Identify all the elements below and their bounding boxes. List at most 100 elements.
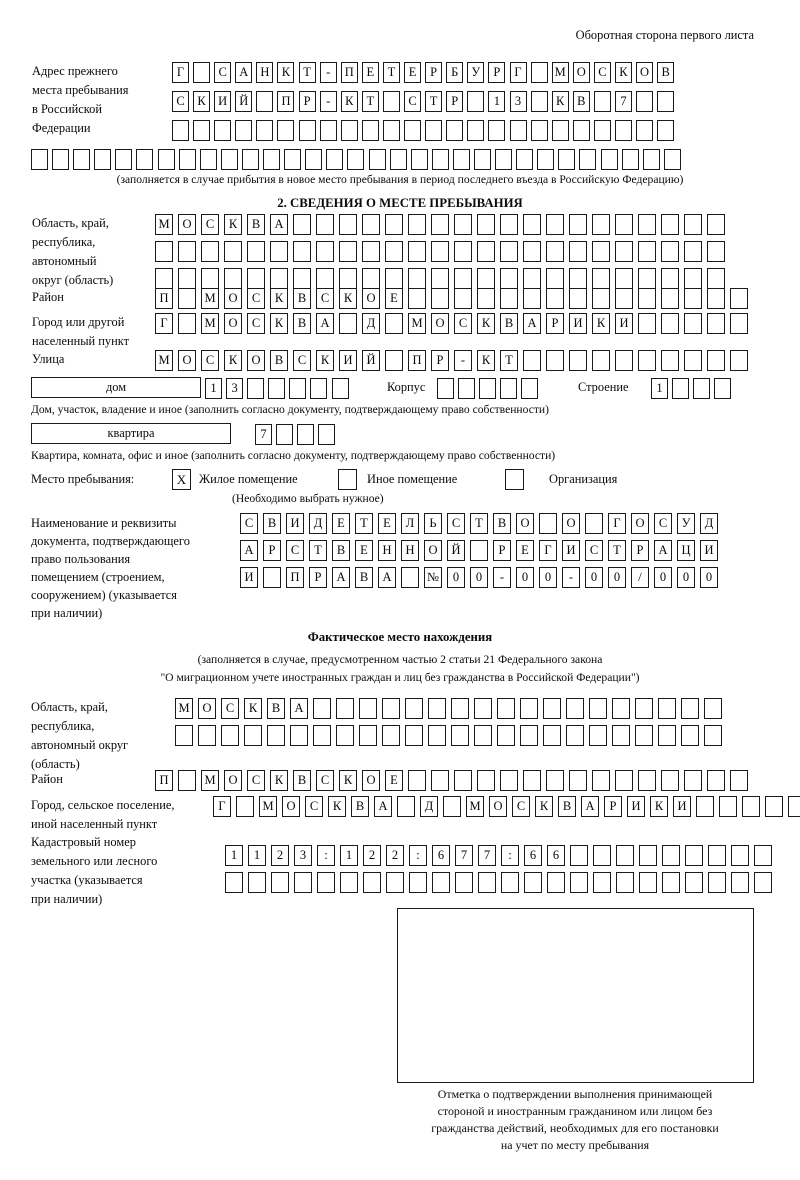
prev-address-1-cell-4[interactable]: Н [256, 62, 274, 83]
actual-district-cell-10[interactable]: Е [385, 770, 403, 791]
document-2-cell-14[interactable]: И [562, 540, 580, 561]
section2-street-cell-7[interactable]: К [316, 350, 334, 371]
actual-district-cell-14[interactable] [477, 770, 495, 791]
actual-region-1-cell-15[interactable] [520, 698, 538, 719]
prev-address-1-cell-2[interactable]: С [214, 62, 232, 83]
section2-city-cell-14[interactable]: К [477, 313, 495, 334]
document-1-cell-14[interactable]: О [562, 513, 580, 534]
stroenie-cell-1[interactable] [672, 378, 690, 399]
actual-region-1-cell-16[interactable] [543, 698, 561, 719]
actual-region-2-cell-22[interactable] [681, 725, 699, 746]
prev-address-4-cell-10[interactable] [241, 149, 259, 170]
prev-address-4-cell-1[interactable] [52, 149, 70, 170]
prev-address-4-cell-2[interactable] [73, 149, 91, 170]
checkbox-organization[interactable] [505, 469, 524, 490]
actual-region-1-cell-19[interactable] [612, 698, 630, 719]
prev-address-1-cell-21[interactable]: К [614, 62, 632, 83]
actual-district-cell-7[interactable]: С [316, 770, 334, 791]
section2-region-3-cell-8[interactable] [339, 268, 357, 289]
prev-address-4-cell-13[interactable] [305, 149, 323, 170]
prev-address-1-cell-3[interactable]: А [235, 62, 253, 83]
flat-cell-3[interactable] [318, 424, 336, 445]
cadastre-1-cell-17[interactable] [616, 845, 634, 866]
document-2-cell-12[interactable]: Е [516, 540, 534, 561]
cadastre-2-cell-18[interactable] [639, 872, 657, 893]
actual-city-cell-24[interactable] [765, 796, 783, 817]
document-3-cell-18[interactable]: 0 [654, 567, 672, 588]
document-2-cell-13[interactable]: Г [539, 540, 557, 561]
prev-address-1-cell-18[interactable]: М [551, 62, 569, 83]
prev-address-row-3[interactable] [172, 120, 675, 141]
section2-region-1-cell-3[interactable]: К [224, 214, 242, 235]
section2-region-3-cell-18[interactable] [569, 268, 587, 289]
document-3-cell-11[interactable]: - [493, 567, 511, 588]
actual-district-cell-12[interactable] [431, 770, 449, 791]
section2-district-cell-7[interactable]: С [316, 288, 334, 309]
prev-address-2-cell-23[interactable] [657, 91, 675, 112]
prev-address-3-cell-17[interactable] [530, 120, 548, 141]
document-1-cell-4[interactable]: Е [332, 513, 350, 534]
document-1-cell-1[interactable]: В [263, 513, 281, 534]
cadastre-1-cell-12[interactable]: : [501, 845, 519, 866]
document-3-cell-9[interactable]: 0 [447, 567, 465, 588]
section2-district-cell-23[interactable] [684, 288, 702, 309]
actual-district-cell-22[interactable] [661, 770, 679, 791]
section2-street-cell-1[interactable]: О [178, 350, 196, 371]
prev-address-1-cell-13[interactable]: Б [446, 62, 464, 83]
cadastre-2-cell-8[interactable] [409, 872, 427, 893]
prev-address-4-cell-3[interactable] [94, 149, 112, 170]
section2-district-cell-25[interactable] [730, 288, 748, 309]
prev-address-3-cell-9[interactable] [361, 120, 379, 141]
prev-address-4-cell-30[interactable] [663, 149, 681, 170]
actual-district-cell-9[interactable]: О [362, 770, 380, 791]
actual-region-1-cell-23[interactable] [704, 698, 722, 719]
section2-region-1-cell-21[interactable] [638, 214, 656, 235]
prev-address-4-cell-26[interactable] [579, 149, 597, 170]
section2-region-1-cell-17[interactable] [546, 214, 564, 235]
actual-region-2-cell-20[interactable] [635, 725, 653, 746]
document-2-cell-18[interactable]: А [654, 540, 672, 561]
section2-region-2-cell-15[interactable] [500, 241, 518, 262]
section2-street-cell-0[interactable]: М [155, 350, 173, 371]
section2-district-cell-14[interactable] [477, 288, 495, 309]
section2-region-1-cell-20[interactable] [615, 214, 633, 235]
section2-region-3-cell-23[interactable] [684, 268, 702, 289]
actual-city-cell-10[interactable] [443, 796, 461, 817]
prev-address-3-cell-4[interactable] [256, 120, 274, 141]
prev-address-1-cell-5[interactable]: К [277, 62, 295, 83]
section2-region-1-cell-11[interactable] [408, 214, 426, 235]
section2-district-cell-9[interactable]: О [362, 288, 380, 309]
document-row-3[interactable]: И П Р А В А № 0 0-0 0-0 0/0 0 0 [240, 567, 723, 588]
actual-region-2-cell-8[interactable] [359, 725, 377, 746]
actual-city-cell-16[interactable]: А [581, 796, 599, 817]
actual-city-cell-6[interactable]: В [351, 796, 369, 817]
prev-address-4-cell-4[interactable] [115, 149, 133, 170]
prev-address-4-cell-22[interactable] [495, 149, 513, 170]
section2-region-2-cell-4[interactable] [247, 241, 265, 262]
section2-region-3-cell-2[interactable] [201, 268, 219, 289]
actual-city-cell-0[interactable]: Г [213, 796, 231, 817]
actual-region-1-cell-18[interactable] [589, 698, 607, 719]
flat-number-row[interactable]: 7 [255, 424, 336, 445]
document-3-cell-16[interactable]: 0 [608, 567, 626, 588]
prev-address-2-cell-12[interactable]: Т [425, 91, 443, 112]
section2-city-cell-17[interactable]: Р [546, 313, 564, 334]
section2-region-2-cell-5[interactable] [270, 241, 288, 262]
prev-address-1-cell-16[interactable]: Г [509, 62, 527, 83]
actual-region-2-cell-17[interactable] [566, 725, 584, 746]
prev-address-4-cell-20[interactable] [452, 149, 470, 170]
document-2-cell-4[interactable]: В [332, 540, 350, 561]
cadastre-2-cell-11[interactable] [478, 872, 496, 893]
actual-city-cell-23[interactable] [742, 796, 760, 817]
section2-street-cell-16[interactable] [523, 350, 541, 371]
section2-region-2-cell-6[interactable] [293, 241, 311, 262]
document-2-cell-0[interactable]: А [240, 540, 258, 561]
actual-district-cell-15[interactable] [500, 770, 518, 791]
house-cell-3[interactable] [268, 378, 286, 399]
section2-region-1-cell-12[interactable] [431, 214, 449, 235]
section2-street-cell-10[interactable] [385, 350, 403, 371]
